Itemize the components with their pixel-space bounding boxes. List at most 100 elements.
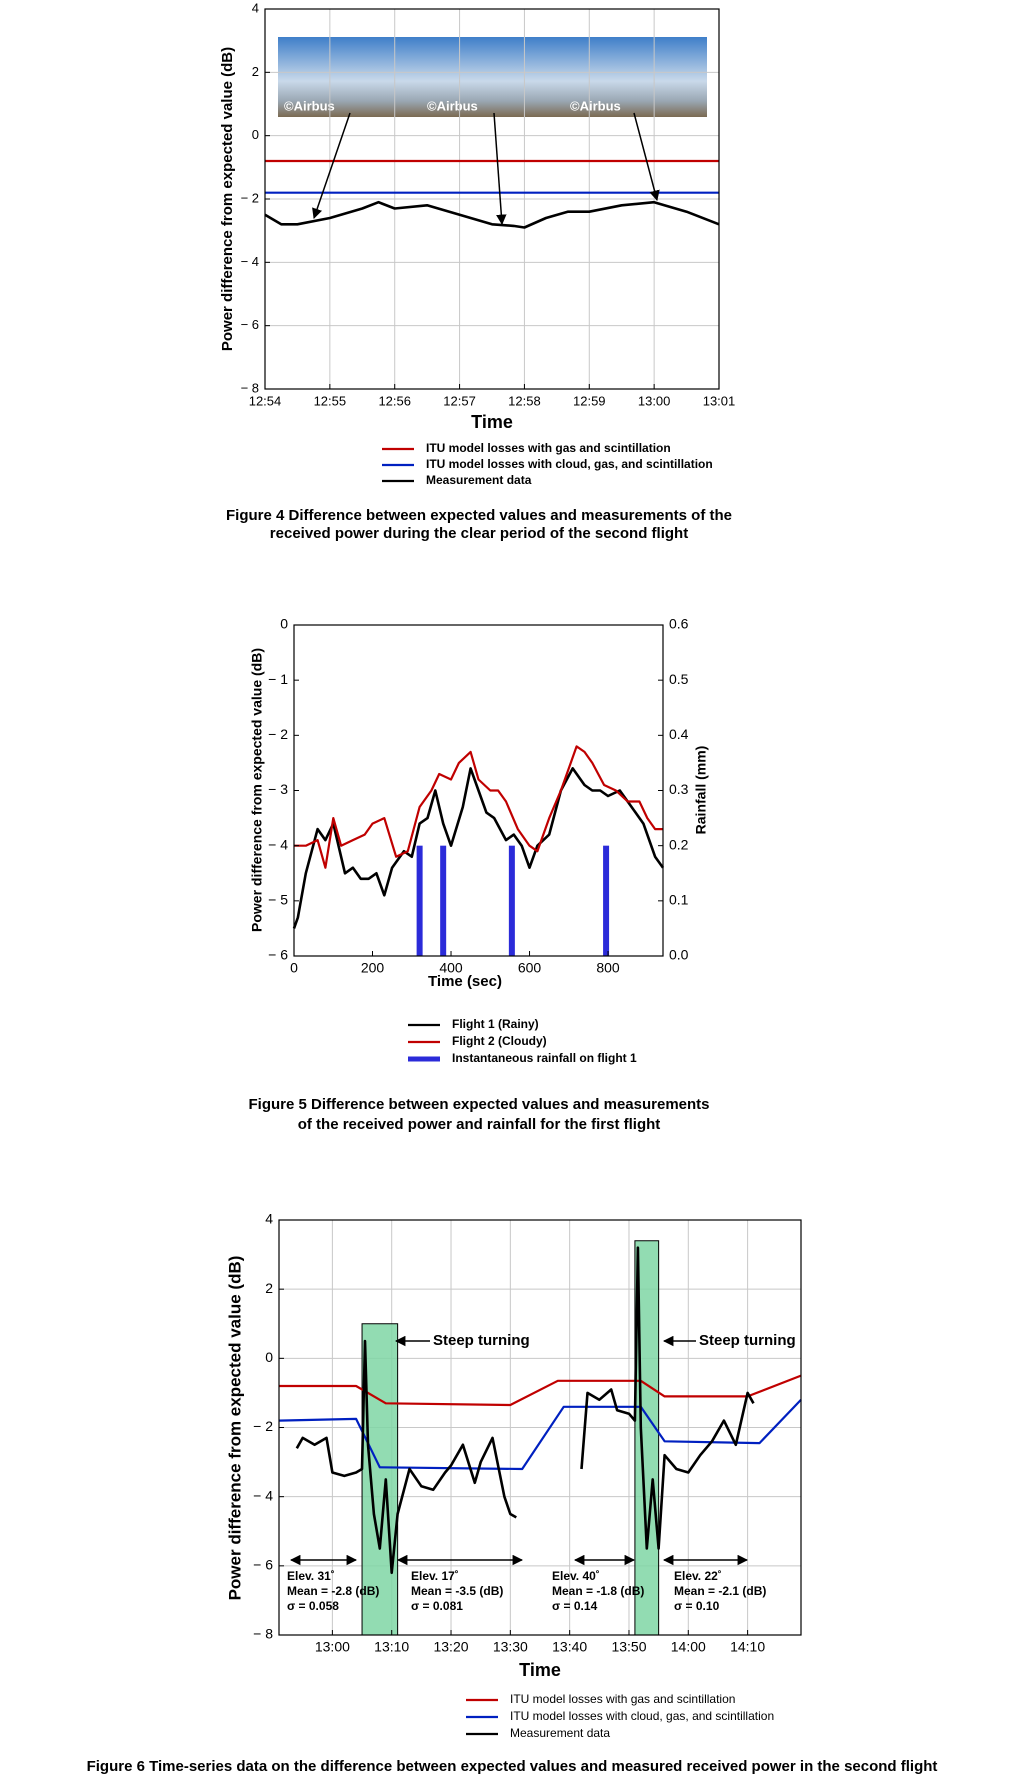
- x-axis-label: Time: [519, 1660, 561, 1680]
- figure-caption: Figure 4 Difference between expected val…: [226, 507, 732, 524]
- callout-label: Steep turning: [699, 1332, 796, 1349]
- y-tick-label: − 8: [253, 1626, 273, 1642]
- x-tick-label: 14:10: [730, 1639, 765, 1655]
- y2-tick-label: 0.6: [669, 616, 689, 632]
- x-tick-label: 13:10: [374, 1639, 409, 1655]
- annotation-text: Mean = -3.5 (dB): [411, 1584, 503, 1598]
- annotation-text: Elev. 17˚: [411, 1569, 459, 1583]
- x-tick-label: 13:30: [493, 1639, 528, 1655]
- x-axis-label: Time: [471, 412, 513, 432]
- pointer-arrow: [493, 112, 507, 226]
- y-axis-label: Power difference from expected value (dB…: [249, 648, 265, 932]
- y-tick-label: 2: [265, 1280, 273, 1296]
- figure-caption: of the received power and rainfall for t…: [298, 1116, 661, 1133]
- rain-bar: [416, 845, 423, 956]
- y-tick-label: 4: [265, 1211, 273, 1227]
- annotation-text: Mean = -2.1 (dB): [674, 1584, 766, 1598]
- x-tick-label: 13:01: [703, 393, 736, 408]
- x-tick-label: 13:50: [611, 1639, 646, 1655]
- shaded-region: [361, 1323, 399, 1636]
- y2-tick-label: 0.0: [669, 947, 689, 963]
- y-tick-label: − 5: [268, 892, 288, 908]
- series-line: [278, 1399, 802, 1471]
- legend-label: Flight 1 (Rainy): [452, 1017, 539, 1031]
- annotation-text: Elev. 40˚: [552, 1569, 600, 1583]
- legend-label: Flight 2 (Cloudy): [452, 1034, 547, 1048]
- x-tick-label: 12:59: [573, 393, 606, 408]
- y-tick-label: − 2: [241, 190, 259, 205]
- annotation-text: Elev. 31˚: [287, 1569, 335, 1583]
- x-tick-label: 12:58: [508, 393, 541, 408]
- y-tick-label: − 2: [268, 726, 288, 742]
- x-tick-label: 12:56: [378, 393, 411, 408]
- series-line: [295, 1246, 755, 1575]
- annotation-text: σ = 0.058: [287, 1599, 339, 1613]
- y-tick-label: − 3: [268, 781, 288, 797]
- rain-bar: [603, 845, 610, 956]
- y-tick-label: − 6: [268, 947, 288, 963]
- y-tick-label: 0: [280, 616, 288, 632]
- y2-tick-label: 0.5: [669, 671, 689, 687]
- y2-tick-label: 0.4: [669, 726, 689, 742]
- annotation-text: Mean = -1.8 (dB): [552, 1584, 644, 1598]
- photo: [278, 37, 421, 117]
- x-tick-label: 800: [596, 960, 620, 976]
- y-axis-label: Power difference from expected value (dB…: [219, 47, 236, 351]
- y2-tick-label: 0.2: [669, 836, 689, 852]
- x-tick-label: 600: [518, 960, 542, 976]
- x-tick-label: 0: [290, 960, 298, 976]
- y-tick-label: − 4: [241, 254, 259, 269]
- x-tick-label: 14:00: [671, 1639, 706, 1655]
- annotation-text: Elev. 22˚: [674, 1569, 722, 1583]
- x-tick-label: 13:00: [315, 1639, 350, 1655]
- rain-bar: [508, 845, 515, 956]
- x-tick-label: 12:57: [443, 393, 476, 408]
- figure-caption: Figure 6 Time-series data on the differe…: [87, 1758, 938, 1775]
- x-tick-label: 200: [361, 960, 385, 976]
- photo: [564, 37, 707, 117]
- photo-credit: ©Airbus: [284, 98, 335, 113]
- legend-label: ITU model losses with gas and scintillat…: [426, 441, 671, 455]
- photo-credit: ©Airbus: [570, 98, 621, 113]
- y-tick-label: − 8: [241, 380, 259, 395]
- annotation-text: σ = 0.10: [674, 1599, 720, 1613]
- y-tick-label: − 4: [253, 1487, 273, 1503]
- series-line: [294, 745, 663, 869]
- legend-label: ITU model losses with cloud, gas, and sc…: [510, 1709, 774, 1723]
- photo-credit: ©Airbus: [427, 98, 478, 113]
- legend-label: ITU model losses with cloud, gas, and sc…: [426, 457, 713, 471]
- y-tick-label: − 4: [268, 836, 288, 852]
- legend-label: Instantaneous rainfall on flight 1: [452, 1051, 637, 1065]
- y2-tick-label: 0.3: [669, 781, 689, 797]
- figure-caption: received power during the clear period o…: [270, 525, 688, 542]
- legend-label: Measurement data: [426, 473, 532, 487]
- series-line: [292, 767, 665, 929]
- y-tick-label: 4: [252, 0, 259, 15]
- y-tick-label: − 1: [268, 671, 288, 687]
- figure-caption: Figure 5 Difference between expected val…: [248, 1096, 709, 1113]
- y-tick-label: 2: [252, 64, 259, 79]
- rain-bar: [440, 845, 447, 956]
- annotation-text: σ = 0.14: [552, 1599, 598, 1613]
- series-line: [264, 200, 720, 229]
- pointer-arrow: [312, 112, 351, 219]
- legend-label: ITU model losses with gas and scintillat…: [510, 1692, 735, 1706]
- x-tick-label: 13:20: [433, 1639, 468, 1655]
- x-tick-label: 13:00: [638, 393, 671, 408]
- x-tick-label: 12:55: [314, 393, 347, 408]
- x-tick-label: 12:54: [249, 393, 282, 408]
- y-tick-label: − 6: [241, 317, 259, 332]
- y2-tick-label: 0.1: [669, 892, 689, 908]
- callout-label: Steep turning: [433, 1332, 530, 1349]
- y-axis-label: Power difference from expected value (dB…: [225, 1256, 244, 1601]
- series-line: [279, 1374, 802, 1407]
- pointer-arrow: [633, 112, 660, 202]
- legend-label: Measurement data: [510, 1726, 610, 1740]
- y-tick-label: 0: [252, 127, 259, 142]
- annotation-text: σ = 0.081: [411, 1599, 463, 1613]
- y2-axis-label: Rainfall (mm): [693, 746, 709, 835]
- x-axis-label: Time (sec): [428, 973, 502, 990]
- y-tick-label: 0: [265, 1349, 273, 1365]
- x-tick-label: 13:40: [552, 1639, 587, 1655]
